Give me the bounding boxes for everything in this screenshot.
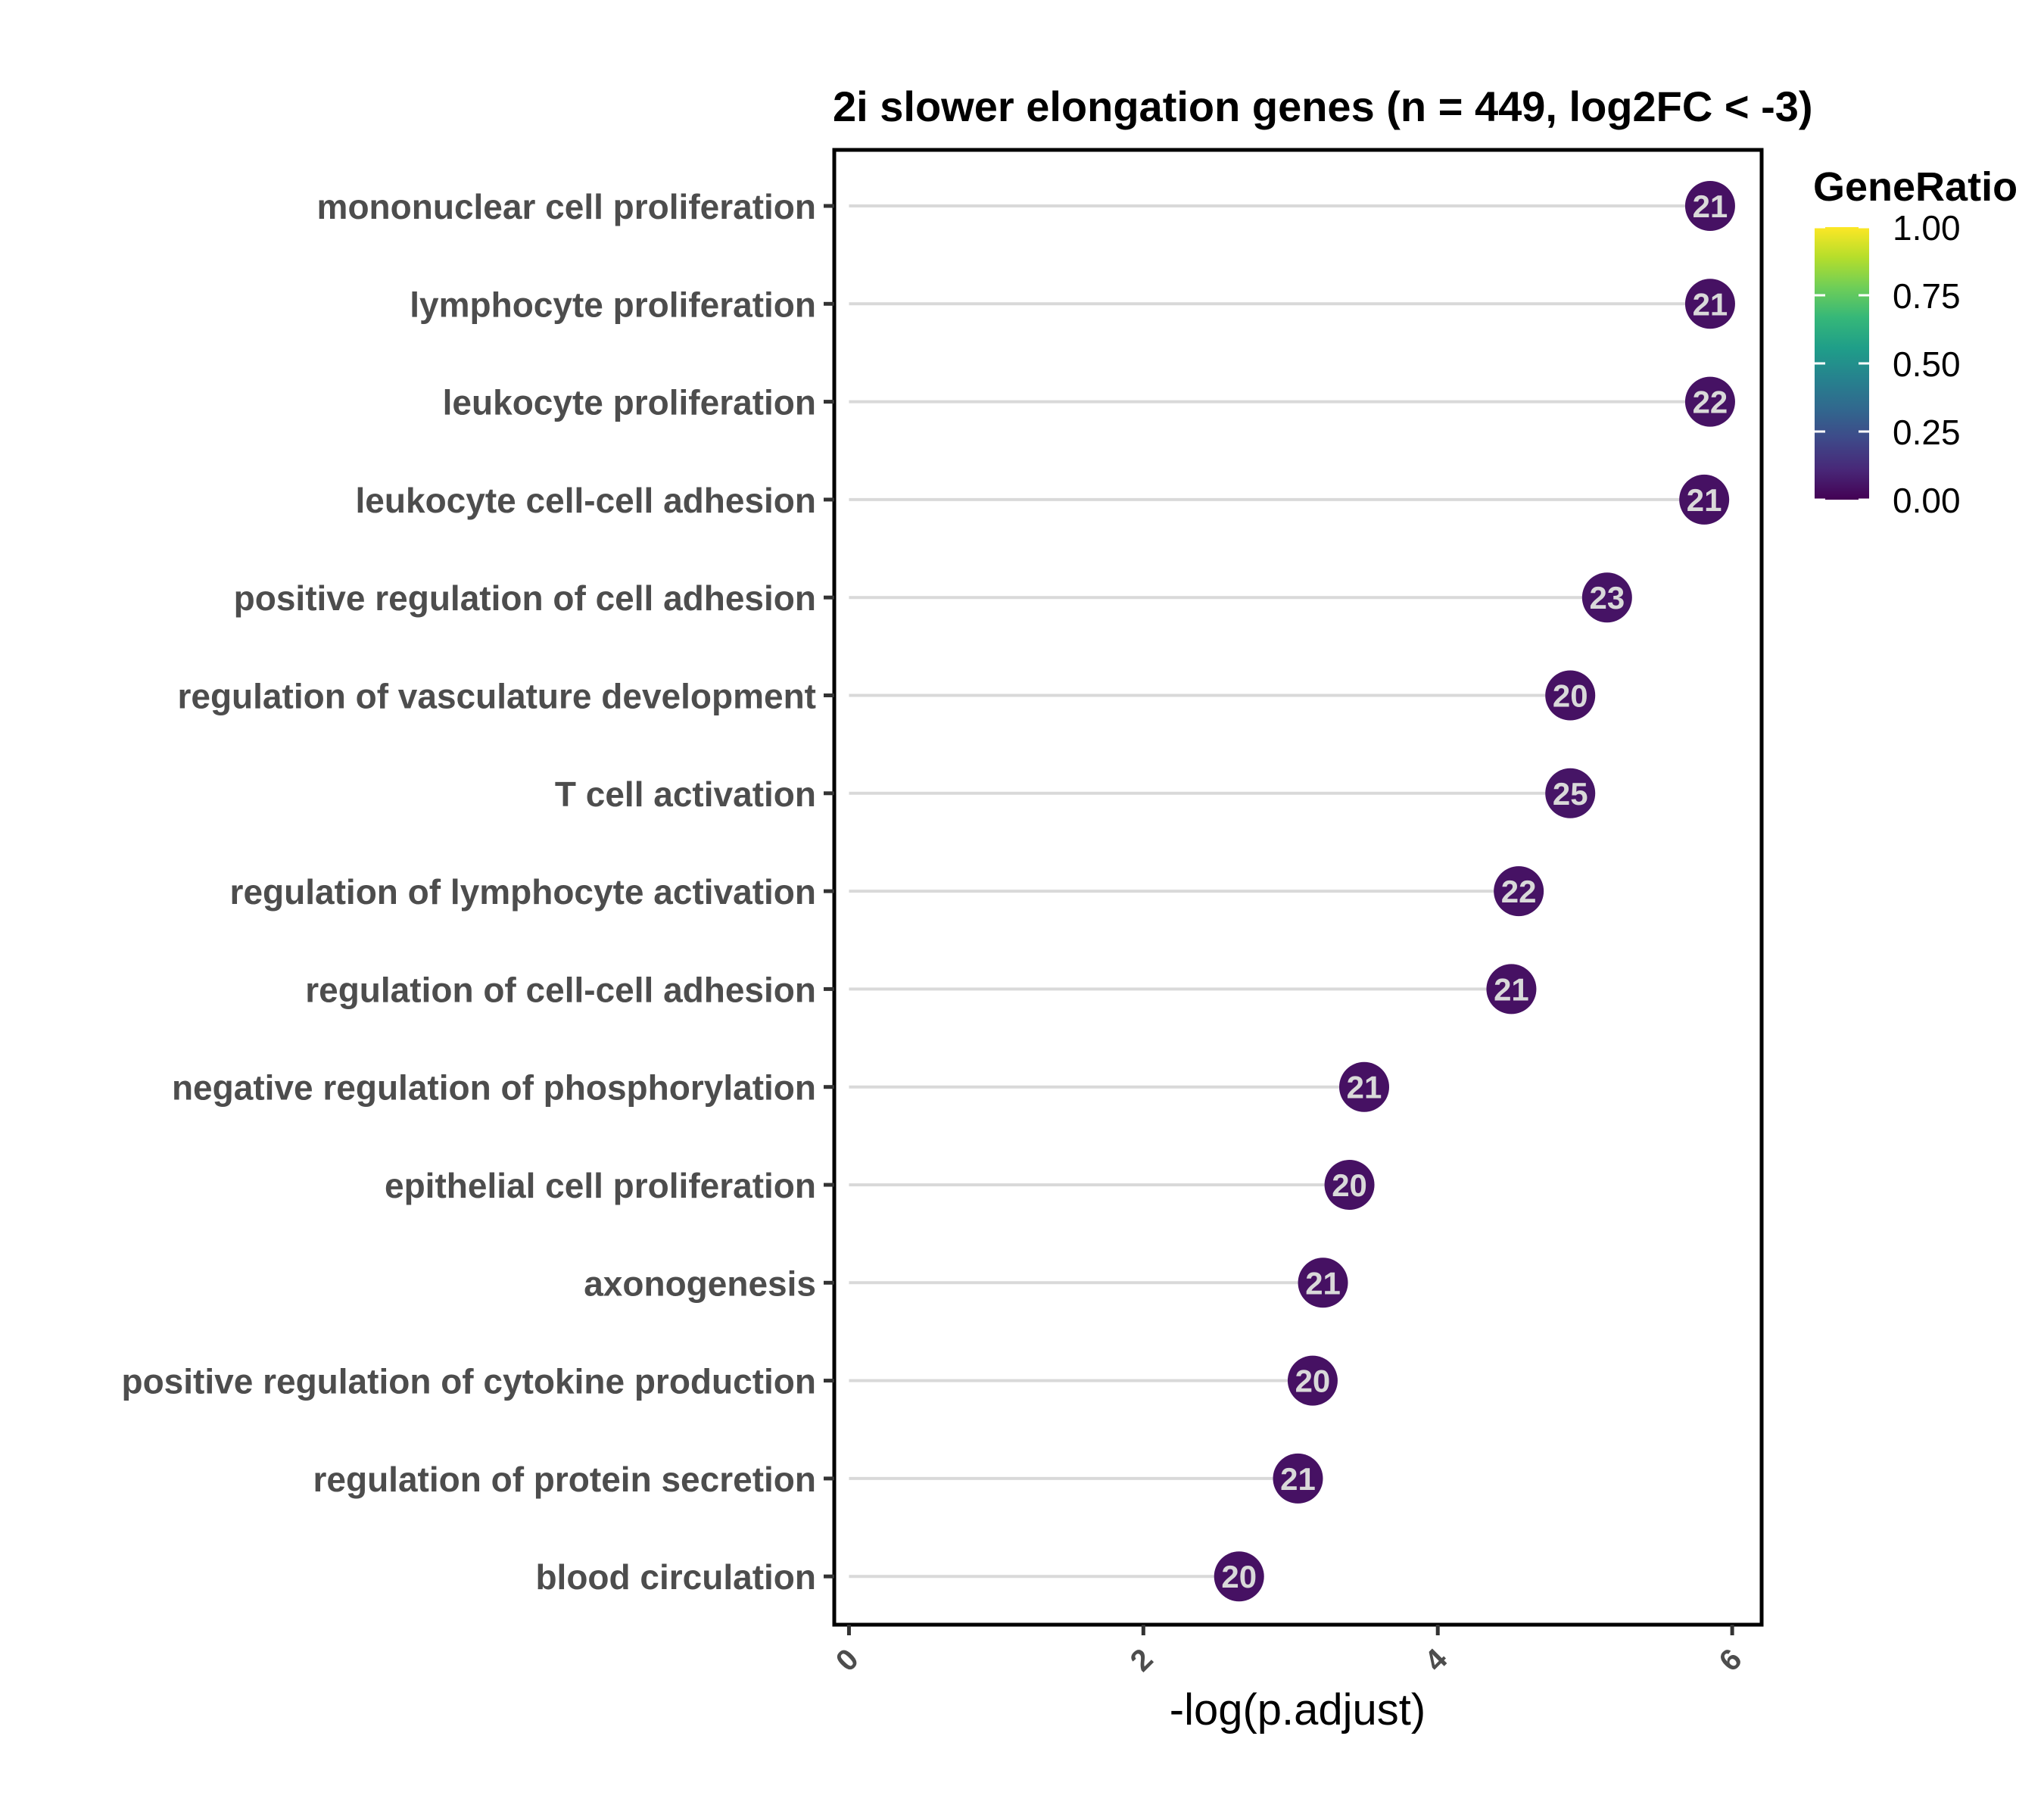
term-label: epithelial cell proliferation (385, 1166, 816, 1205)
x-tick-label: 6 (1713, 1642, 1749, 1678)
term-row: T cell activation 25 (555, 768, 1596, 818)
legend-tick-label: 0.50 (1893, 344, 1961, 384)
lollipop-point (1684, 181, 1735, 231)
x-axis: 0 2 4 6 (830, 1625, 1749, 1678)
term-label: lymphocyte proliferation (410, 285, 816, 324)
term-row: negative regulation of phosphorylation 21 (172, 1061, 1389, 1112)
x-tick-label: 4 (1419, 1642, 1454, 1678)
count-label: 20 (1221, 1559, 1257, 1594)
count-label: 21 (1494, 971, 1529, 1007)
count-label: 25 (1553, 776, 1588, 812)
lollipop-point (1679, 474, 1730, 525)
lollipop-point (1273, 1453, 1323, 1504)
term-label: mononuclear cell proliferation (317, 187, 816, 226)
plot-rows: mononuclear cell proliferation 21lymphocy… (121, 181, 1735, 1602)
count-label: 20 (1332, 1167, 1367, 1203)
lollipop-point (1494, 866, 1544, 917)
lollipop-point (1214, 1551, 1264, 1602)
term-row: positive regulation of cytokine producti… (121, 1355, 1338, 1406)
lollipop-point (1287, 1355, 1338, 1406)
legend-ticks: 1.00 0.75 0.50 0.25 0.00 (1815, 208, 1961, 520)
term-row: positive regulation of cell adhesion 23 (234, 572, 1632, 623)
term-label: regulation of vasculature development (177, 677, 816, 716)
x-axis-title: -log(p.adjust) (1170, 1685, 1426, 1734)
count-label: 20 (1553, 678, 1588, 714)
term-row: regulation of lymphocyte activation 22 (230, 866, 1544, 917)
term-row: regulation of cell-cell adhesion 21 (305, 964, 1537, 1014)
count-label: 21 (1693, 189, 1728, 224)
term-label: axonogenesis (584, 1264, 816, 1303)
x-tick-label: 0 (830, 1642, 865, 1678)
x-tick-label: 2 (1124, 1642, 1160, 1678)
term-label: blood circulation (535, 1557, 816, 1597)
chart-title: 2i slower elongation genes (n = 449, log… (833, 83, 1813, 130)
term-row: mononuclear cell proliferation 21 (317, 181, 1735, 231)
legend-tick-label: 1.00 (1893, 208, 1961, 248)
term-label: regulation of cell-cell adhesion (305, 970, 816, 1009)
lollipop-point (1324, 1160, 1375, 1210)
count-label: 23 (1589, 580, 1625, 616)
term-label: positive regulation of cytokine producti… (121, 1362, 816, 1401)
term-label: T cell activation (555, 774, 816, 814)
legend-title: GeneRatio (1813, 164, 2018, 210)
lollipop-point (1339, 1061, 1389, 1112)
term-row: epithelial cell proliferation 20 (385, 1160, 1375, 1210)
lollipop-point (1684, 279, 1735, 329)
term-row: leukocyte proliferation 22 (443, 376, 1735, 427)
legend-tick-label: 0.00 (1893, 481, 1961, 520)
plot-panel (832, 148, 1764, 1627)
legend-tick-label: 0.25 (1893, 413, 1961, 452)
lollipop-point (1581, 572, 1632, 623)
term-label: leukocyte proliferation (443, 383, 816, 422)
term-row: regulation of protein secretion 21 (313, 1453, 1323, 1504)
term-label: regulation of lymphocyte activation (230, 872, 816, 912)
term-label: leukocyte cell-cell adhesion (356, 481, 816, 520)
count-label: 21 (1687, 482, 1722, 518)
count-label: 22 (1693, 385, 1728, 420)
term-row: leukocyte cell-cell adhesion 21 (356, 474, 1730, 525)
term-label: positive regulation of cell adhesion (234, 578, 816, 618)
legend-tick-label: 0.75 (1893, 276, 1961, 316)
lollipop-point (1298, 1258, 1348, 1308)
legend: GeneRatio 1.00 0.75 0.50 0.25 0.00 (1813, 164, 2018, 520)
term-row: blood circulation 20 (535, 1551, 1264, 1602)
lollipop-point (1545, 670, 1596, 721)
term-label: regulation of protein secretion (313, 1460, 816, 1499)
term-row: axonogenesis 21 (584, 1258, 1348, 1308)
count-label: 21 (1280, 1461, 1316, 1497)
count-label: 21 (1347, 1070, 1382, 1105)
lollipop-point (1486, 964, 1537, 1014)
lollipop-point (1684, 376, 1735, 427)
term-row: regulation of vasculature development 20 (177, 670, 1596, 721)
count-label: 21 (1693, 286, 1728, 322)
lollipop-point (1545, 768, 1596, 818)
term-row: lymphocyte proliferation 21 (410, 279, 1735, 329)
count-label: 22 (1501, 874, 1537, 909)
term-label: negative regulation of phosphorylation (172, 1068, 816, 1108)
count-label: 21 (1305, 1265, 1341, 1301)
count-label: 20 (1295, 1364, 1331, 1399)
